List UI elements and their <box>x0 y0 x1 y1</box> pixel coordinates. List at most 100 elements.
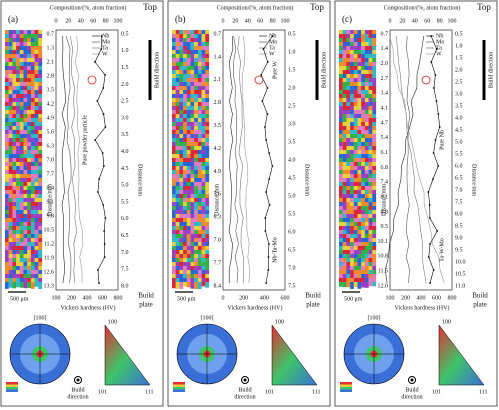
grain <box>16 110 20 117</box>
grain <box>19 118 24 124</box>
grain <box>172 74 176 80</box>
grain <box>350 58 354 66</box>
grain <box>27 226 31 233</box>
grain <box>19 182 24 188</box>
grain <box>197 206 202 212</box>
grain <box>339 278 343 285</box>
grain <box>34 194 39 201</box>
grain <box>364 158 369 164</box>
grain <box>194 278 198 285</box>
left-tick-label: 7.7 <box>214 260 222 266</box>
grain <box>19 130 24 136</box>
grain <box>175 166 180 171</box>
grain <box>12 170 17 175</box>
grain <box>179 278 184 286</box>
grain <box>357 270 362 276</box>
grain <box>172 182 176 189</box>
grain <box>201 250 206 256</box>
grain <box>197 86 202 93</box>
top-axis-title: Composition/(%, atom fraction) <box>50 4 127 11</box>
grain <box>197 190 202 195</box>
grain <box>23 70 28 75</box>
grain <box>172 126 176 132</box>
grain <box>183 78 187 83</box>
grain <box>30 222 35 227</box>
grain <box>8 130 13 136</box>
grain <box>368 66 373 73</box>
build-direction: Build direction <box>154 52 160 88</box>
build-plate-label: Build <box>138 292 154 300</box>
grain <box>350 250 354 255</box>
grain <box>8 222 13 229</box>
left-tick-label: 3.5 <box>214 123 222 129</box>
grain <box>357 158 362 164</box>
grain <box>16 154 20 160</box>
grain <box>12 114 17 119</box>
grain <box>190 274 195 280</box>
pole-build-direction: direction <box>234 394 255 400</box>
grain <box>194 90 198 95</box>
grain <box>361 206 365 213</box>
grain <box>361 262 365 270</box>
grain <box>372 50 377 56</box>
grain <box>197 130 202 136</box>
grain <box>190 30 195 36</box>
grain <box>339 182 343 189</box>
grain <box>38 170 43 175</box>
grain <box>346 282 351 288</box>
top-tick-label: 100 <box>281 18 290 24</box>
grain <box>372 206 377 213</box>
grain <box>175 174 180 179</box>
grain <box>30 226 35 233</box>
grain <box>8 258 13 264</box>
grain <box>353 94 358 101</box>
grain <box>175 122 180 129</box>
grain <box>372 142 377 148</box>
grain <box>372 282 377 287</box>
grain <box>27 174 31 179</box>
right-tick-label: 6.5 <box>121 233 129 239</box>
grain <box>172 118 176 124</box>
grain <box>179 38 184 45</box>
grain <box>16 234 20 239</box>
grain <box>19 218 24 224</box>
grain <box>19 138 24 143</box>
grain <box>16 86 20 94</box>
grain <box>12 46 17 51</box>
grain <box>175 214 180 221</box>
grain <box>361 270 365 276</box>
grain <box>183 178 187 183</box>
right-tick-label: 4.0 <box>455 115 463 121</box>
grain <box>353 234 358 239</box>
grain <box>194 146 198 152</box>
grain <box>16 242 20 249</box>
grain <box>350 182 354 188</box>
grain <box>346 30 351 36</box>
grain <box>172 258 176 264</box>
grain <box>205 94 210 99</box>
grain <box>5 138 9 145</box>
grain <box>342 246 347 252</box>
grain <box>34 66 39 73</box>
grain <box>364 170 369 178</box>
grain <box>361 246 365 252</box>
right-tick-label: 7.0 <box>455 187 463 193</box>
grain <box>201 198 206 203</box>
grain <box>205 74 210 79</box>
grain <box>179 218 184 224</box>
grain <box>30 142 35 148</box>
grain <box>172 218 176 225</box>
grain <box>190 74 195 81</box>
grain <box>357 194 362 200</box>
grain <box>346 258 351 263</box>
grain <box>172 230 176 237</box>
grain <box>19 278 24 284</box>
right-tick-label: 5.5 <box>288 211 296 217</box>
grain <box>186 130 191 135</box>
grain <box>38 34 43 42</box>
grain <box>342 182 347 189</box>
grain <box>179 194 184 200</box>
grain <box>38 206 43 213</box>
grain <box>357 166 362 172</box>
grain <box>8 262 13 268</box>
